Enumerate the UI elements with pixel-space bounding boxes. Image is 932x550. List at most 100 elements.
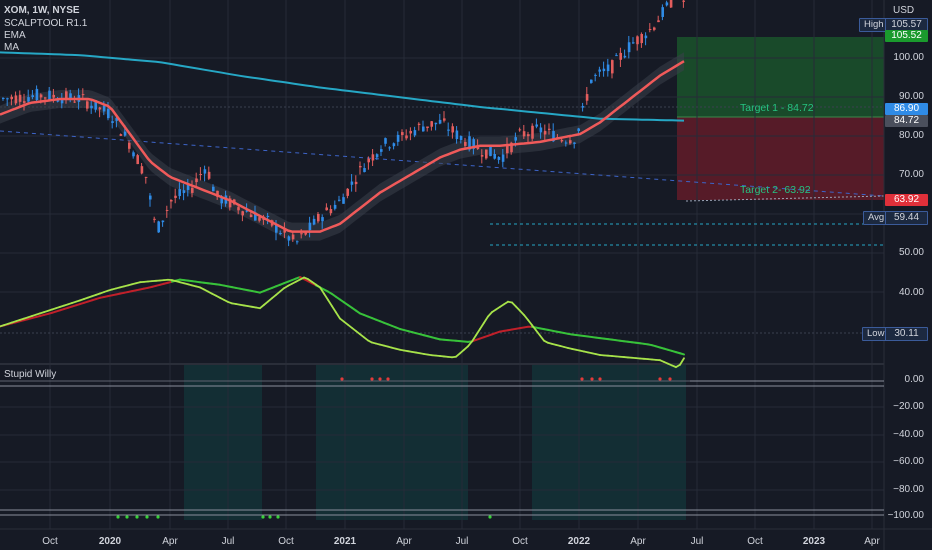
osc-shade-2 [316, 364, 468, 520]
candle-body [291, 234, 295, 240]
candle-body [304, 231, 307, 235]
candle-body [459, 136, 463, 140]
candle-body [56, 100, 60, 102]
target1-price-tag: 84.72 [885, 115, 928, 127]
candle-body [90, 105, 93, 109]
candle-body [14, 95, 18, 104]
time-label-year: 2021 [333, 536, 357, 547]
candle-body [149, 195, 152, 200]
osc-tick: 0.00 [904, 374, 924, 385]
candle-body [186, 183, 190, 190]
candle-body [636, 36, 639, 45]
osc-signal-dot [378, 377, 382, 381]
candle-body [648, 28, 652, 30]
osc-signal-dot [261, 515, 265, 519]
candle-body [157, 221, 160, 233]
candle-body [212, 186, 215, 192]
indicator-stupid-willy[interactable]: Stupid Willy [4, 369, 57, 380]
candle-body [2, 97, 5, 99]
candle-body [346, 188, 349, 196]
candle-body [170, 200, 173, 202]
time-label: Jul [455, 536, 469, 547]
indicator-scalptool[interactable]: SCALPTOOL R1.1 [4, 18, 88, 29]
candle-body [476, 145, 480, 150]
candle-body [619, 52, 622, 60]
candle-body [354, 181, 358, 185]
candle-body [594, 74, 597, 76]
candle-body [518, 129, 522, 131]
candle-body [258, 217, 261, 221]
currency-label: USD [893, 5, 915, 16]
time-label-year: 2020 [98, 536, 122, 547]
osc-signal-dot [370, 377, 374, 381]
indicator-ma[interactable]: MA [4, 42, 19, 53]
candle-body [329, 209, 333, 214]
osc-tick: −60.00 [893, 456, 924, 467]
osc-tick: −100.00 [887, 510, 924, 521]
symbol-title[interactable]: XOM, 1W, NYSE [4, 5, 80, 16]
ema-line [0, 60, 685, 233]
candle-body [531, 125, 534, 139]
price-tick: 50.00 [898, 247, 924, 258]
candle-body [401, 132, 404, 136]
candle-body [644, 35, 648, 39]
candle-body [98, 107, 102, 110]
candle-body [493, 154, 496, 159]
osc-fast-line [0, 276, 685, 369]
candle-body [359, 166, 362, 168]
candle-body [60, 98, 64, 104]
candle-body [220, 196, 223, 204]
candle-body [241, 211, 244, 216]
candle-body [136, 155, 139, 165]
candle-body [73, 101, 76, 103]
osc-signal-dot [488, 515, 492, 519]
candle-body [207, 171, 211, 179]
candle-body [581, 106, 585, 108]
osc-slow-line [0, 276, 685, 356]
candle-body [39, 94, 43, 98]
osc-signal-dot [268, 515, 272, 519]
last-price-tag: 86.90 [885, 103, 928, 115]
candle-body [52, 94, 55, 98]
ma-line [0, 51, 685, 122]
candle-body [627, 42, 631, 53]
candle-body [451, 126, 454, 133]
candle-body [632, 42, 635, 44]
candle-body [363, 168, 366, 173]
candle-body [640, 33, 643, 44]
candle-body [27, 97, 30, 102]
time-label-year: 2022 [567, 536, 591, 547]
candle-body [6, 98, 9, 100]
ema-band [0, 52, 684, 241]
osc-signal-dot [135, 515, 139, 519]
candle-body [485, 149, 488, 159]
candle-body [543, 130, 547, 135]
osc-signal-dot [145, 515, 149, 519]
time-label: Apr [864, 536, 880, 547]
candle-body [86, 101, 89, 109]
candle-body [535, 124, 538, 127]
price-tick: 100.00 [893, 52, 924, 63]
indicator-ema[interactable]: EMA [4, 30, 26, 41]
candle-body [165, 209, 169, 211]
candle-body [552, 131, 555, 142]
candle-body [132, 152, 135, 157]
osc-signal-dot [598, 377, 602, 381]
candle-body [468, 136, 471, 150]
candle-body [203, 169, 207, 174]
price-tick: 90.00 [898, 91, 924, 102]
candle-body [560, 139, 564, 142]
candle-body [417, 123, 421, 125]
candle-body [564, 142, 568, 144]
candle-body [342, 197, 345, 204]
osc-signal-dot [658, 377, 662, 381]
candle-body [81, 94, 85, 96]
candle-body [661, 7, 664, 17]
candle-body [44, 97, 47, 99]
candle-body [254, 212, 257, 221]
target-2-label: Target 2- 63.92 [740, 184, 811, 196]
candle-body [569, 140, 572, 144]
candle-body [522, 131, 526, 137]
candle-body [480, 155, 484, 157]
